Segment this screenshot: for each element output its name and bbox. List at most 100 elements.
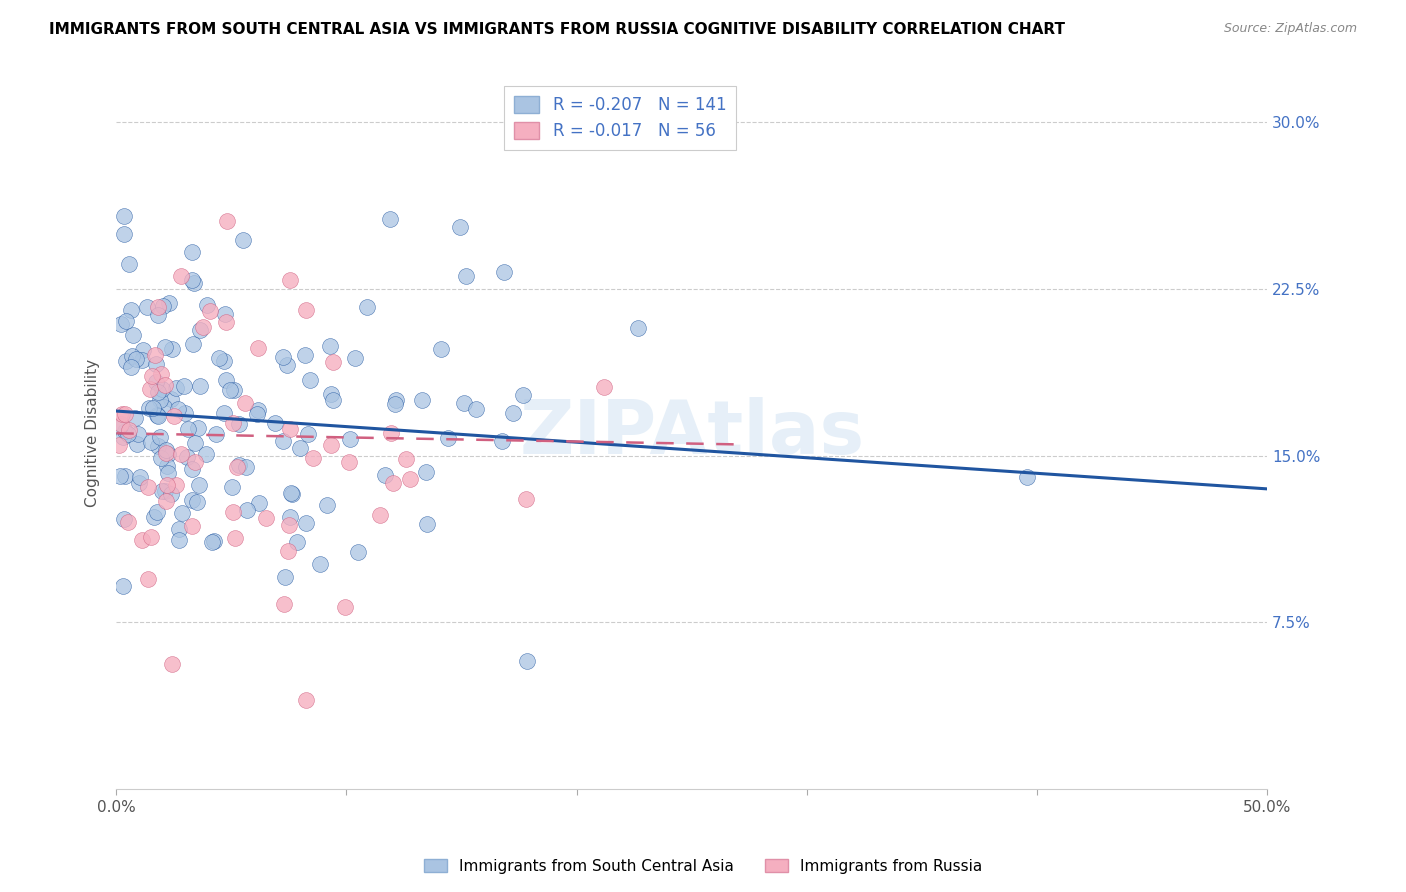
Point: [184, 455, 207, 469]
Point: [160, 487, 183, 501]
Point: [384, 397, 406, 411]
Point: [136, 480, 159, 494]
Point: [200, 303, 222, 318]
Point: [294, 348, 316, 362]
Point: [131, 352, 153, 367]
Point: [183, 276, 205, 290]
Point: [187, 421, 209, 435]
Point: [221, 505, 243, 519]
Point: [281, 487, 304, 501]
Y-axis label: Cognitive Disability: Cognitive Disability: [86, 359, 100, 508]
Point: [378, 211, 401, 226]
Point: [456, 268, 478, 283]
Point: [395, 452, 418, 467]
Point: [277, 518, 299, 533]
Point: [159, 296, 181, 310]
Point: [146, 408, 169, 422]
Point: [453, 396, 475, 410]
Point: [150, 484, 173, 499]
Point: [160, 343, 183, 357]
Point: [274, 570, 297, 584]
Point: [114, 314, 136, 328]
Point: [188, 323, 211, 337]
Point: [278, 422, 301, 436]
Point: [290, 441, 312, 455]
Point: [214, 308, 236, 322]
Point: [112, 578, 135, 592]
Point: [170, 447, 193, 461]
Point: [285, 534, 308, 549]
Point: [142, 401, 165, 416]
Point: [228, 417, 250, 431]
Point: [429, 342, 451, 356]
Point: [118, 257, 141, 271]
Point: [339, 432, 361, 446]
Point: [254, 511, 277, 525]
Point: [125, 437, 148, 451]
Point: [173, 379, 195, 393]
Point: [515, 491, 537, 506]
Point: [380, 425, 402, 440]
Point: [516, 655, 538, 669]
Point: [145, 376, 167, 390]
Point: [181, 462, 204, 476]
Point: [166, 381, 188, 395]
Point: [138, 401, 160, 416]
Point: [118, 423, 141, 437]
Point: [121, 327, 143, 342]
Point: [170, 506, 193, 520]
Point: [273, 434, 295, 449]
Point: [146, 309, 169, 323]
Point: [125, 352, 148, 367]
Point: [301, 451, 323, 466]
Point: [120, 303, 142, 318]
Point: [152, 299, 174, 313]
Point: [149, 430, 172, 444]
Point: [337, 455, 360, 469]
Text: IMMIGRANTS FROM SOUTH CENTRAL ASIA VS IMMIGRANTS FROM RUSSIA COGNITIVE DISABILIT: IMMIGRANTS FROM SOUTH CENTRAL ASIA VS IM…: [49, 22, 1066, 37]
Point: [156, 478, 179, 492]
Point: [212, 406, 235, 420]
Point: [128, 475, 150, 490]
Point: [120, 360, 142, 375]
Point: [169, 533, 191, 548]
Point: [112, 430, 135, 444]
Point: [131, 533, 153, 548]
Point: [368, 508, 391, 522]
Point: [217, 214, 239, 228]
Point: [166, 401, 188, 416]
Point: [150, 451, 173, 466]
Point: [146, 409, 169, 424]
Point: [188, 379, 211, 393]
Point: [155, 494, 177, 508]
Point: [129, 470, 152, 484]
Point: [221, 480, 243, 494]
Point: [114, 354, 136, 368]
Point: [153, 340, 176, 354]
Point: [224, 531, 246, 545]
Point: [277, 544, 299, 558]
Point: [398, 472, 420, 486]
Point: [146, 505, 169, 519]
Point: [188, 477, 211, 491]
Point: [114, 407, 136, 421]
Point: [195, 298, 218, 312]
Point: [124, 410, 146, 425]
Point: [319, 438, 342, 452]
Point: [157, 466, 180, 480]
Point: [139, 382, 162, 396]
Point: [146, 300, 169, 314]
Point: [194, 447, 217, 461]
Point: [276, 358, 298, 372]
Point: [215, 315, 238, 329]
Point: [382, 476, 405, 491]
Point: [491, 434, 513, 448]
Point: [280, 485, 302, 500]
Legend: R = -0.207   N = 141, R = -0.017   N = 56: R = -0.207 N = 141, R = -0.017 N = 56: [505, 86, 737, 151]
Point: [117, 516, 139, 530]
Point: [177, 422, 200, 436]
Point: [112, 512, 135, 526]
Point: [108, 418, 131, 433]
Point: [494, 265, 516, 279]
Point: [228, 458, 250, 472]
